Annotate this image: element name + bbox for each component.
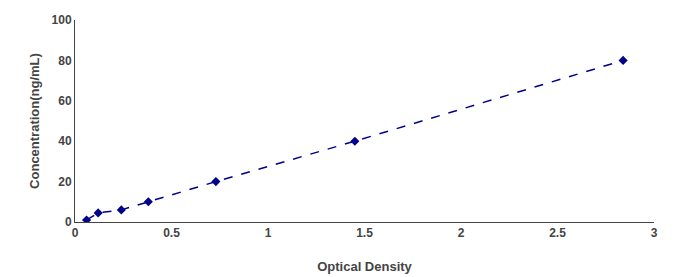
svg-text:1.5: 1.5 [356, 226, 373, 240]
svg-text:3: 3 [651, 226, 658, 240]
svg-text:0.5: 0.5 [163, 226, 180, 240]
svg-text:1: 1 [265, 226, 272, 240]
svg-text:0: 0 [72, 226, 79, 240]
svg-text:2: 2 [458, 226, 465, 240]
svg-text:Optical Density: Optical Density [317, 259, 412, 274]
svg-text:60: 60 [58, 94, 72, 108]
svg-text:Concentration(ng/mL): Concentration(ng/mL) [27, 53, 42, 189]
svg-text:80: 80 [58, 54, 72, 68]
svg-text:20: 20 [58, 175, 72, 189]
svg-text:40: 40 [58, 134, 72, 148]
svg-text:2.5: 2.5 [549, 226, 566, 240]
svg-text:0: 0 [65, 215, 72, 229]
svg-text:100: 100 [52, 13, 72, 27]
